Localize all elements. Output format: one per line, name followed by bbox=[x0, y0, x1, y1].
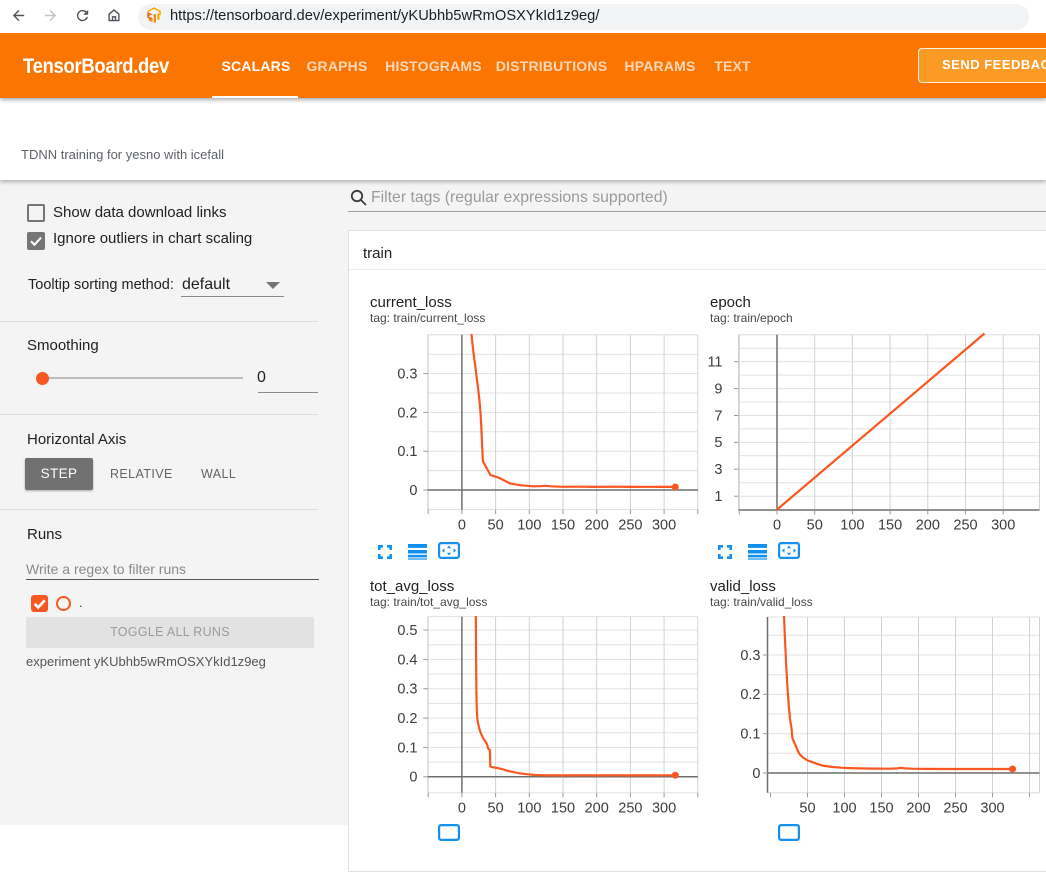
svg-text:0: 0 bbox=[409, 770, 417, 786]
svg-text:50: 50 bbox=[488, 518, 504, 534]
svg-text:0.2: 0.2 bbox=[397, 711, 417, 727]
svg-text:100: 100 bbox=[517, 518, 541, 534]
svg-text:150: 150 bbox=[551, 801, 575, 817]
svg-text:200: 200 bbox=[585, 518, 609, 534]
svg-text:150: 150 bbox=[551, 518, 575, 534]
svg-text:100: 100 bbox=[832, 801, 856, 817]
svg-text:0.3: 0.3 bbox=[397, 367, 417, 383]
svg-text:9: 9 bbox=[714, 381, 722, 397]
svg-text:300: 300 bbox=[980, 801, 1004, 817]
svg-text:300: 300 bbox=[991, 518, 1015, 534]
svg-text:0.3: 0.3 bbox=[740, 648, 760, 664]
svg-text:5: 5 bbox=[714, 435, 722, 451]
svg-text:1: 1 bbox=[714, 489, 722, 505]
svg-text:0.4: 0.4 bbox=[397, 652, 417, 668]
svg-text:100: 100 bbox=[517, 801, 541, 817]
svg-text:150: 150 bbox=[878, 518, 902, 534]
svg-text:0.1: 0.1 bbox=[397, 444, 417, 460]
svg-text:0: 0 bbox=[409, 483, 417, 499]
svg-text:0.5: 0.5 bbox=[397, 623, 417, 639]
svg-text:0.1: 0.1 bbox=[740, 727, 760, 743]
svg-text:250: 250 bbox=[618, 801, 642, 817]
svg-text:0.2: 0.2 bbox=[397, 405, 417, 421]
svg-text:250: 250 bbox=[618, 518, 642, 534]
svg-text:50: 50 bbox=[488, 801, 504, 817]
svg-text:11: 11 bbox=[707, 355, 722, 371]
svg-text:200: 200 bbox=[906, 801, 930, 817]
svg-text:0: 0 bbox=[458, 801, 466, 817]
svg-text:250: 250 bbox=[943, 801, 967, 817]
svg-text:300: 300 bbox=[652, 801, 676, 817]
svg-text:50: 50 bbox=[799, 801, 815, 817]
svg-text:0: 0 bbox=[752, 766, 760, 782]
svg-text:0.3: 0.3 bbox=[397, 682, 417, 698]
svg-text:0.1: 0.1 bbox=[397, 740, 417, 756]
svg-text:7: 7 bbox=[714, 408, 722, 424]
svg-text:3: 3 bbox=[714, 462, 722, 478]
svg-text:0.2: 0.2 bbox=[740, 687, 760, 703]
svg-text:50: 50 bbox=[807, 518, 823, 534]
svg-text:150: 150 bbox=[869, 801, 893, 817]
svg-text:200: 200 bbox=[916, 518, 940, 534]
svg-text:0: 0 bbox=[458, 518, 466, 534]
svg-text:200: 200 bbox=[585, 801, 609, 817]
svg-text:250: 250 bbox=[953, 518, 977, 534]
svg-text:300: 300 bbox=[652, 518, 676, 534]
svg-text:100: 100 bbox=[840, 518, 864, 534]
svg-text:0: 0 bbox=[773, 518, 781, 534]
